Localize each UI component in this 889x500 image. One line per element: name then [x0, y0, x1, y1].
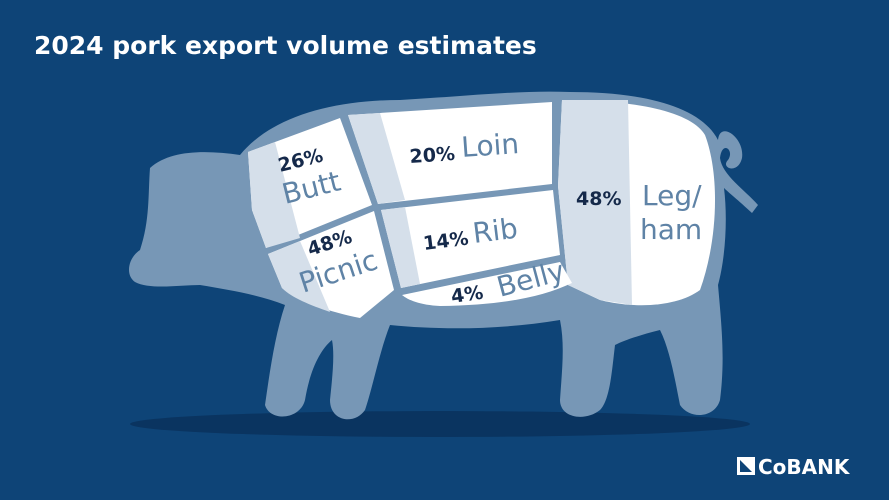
rib-cut — [381, 190, 560, 288]
cut-share: 48% — [576, 188, 621, 210]
picnic-shade — [268, 241, 330, 312]
ham-shade — [558, 100, 632, 305]
logo: CoBANK — [737, 455, 851, 479]
loin-shade — [348, 113, 405, 204]
loin-cut — [348, 102, 552, 204]
cut-share: 4% — [450, 282, 485, 308]
shadow — [130, 411, 750, 437]
cut-name: ham — [640, 213, 702, 246]
cut-share: 20% — [409, 143, 456, 168]
cut-name: Leg/ — [642, 179, 702, 212]
logo-icon-cut — [740, 460, 752, 472]
title: 2024 pork export volume estimates — [34, 31, 537, 60]
cut-name: Rib — [471, 212, 520, 250]
labels: 26% Butt 20% Loin 48% Leg/ ham 48% Picni… — [276, 127, 702, 308]
logo-text: CoBANK — [758, 455, 851, 479]
cuts — [248, 100, 716, 318]
cut-name: Loin — [460, 127, 520, 164]
belly-cut — [402, 262, 572, 306]
rib-shade — [381, 207, 420, 288]
butt-shade — [248, 142, 300, 248]
